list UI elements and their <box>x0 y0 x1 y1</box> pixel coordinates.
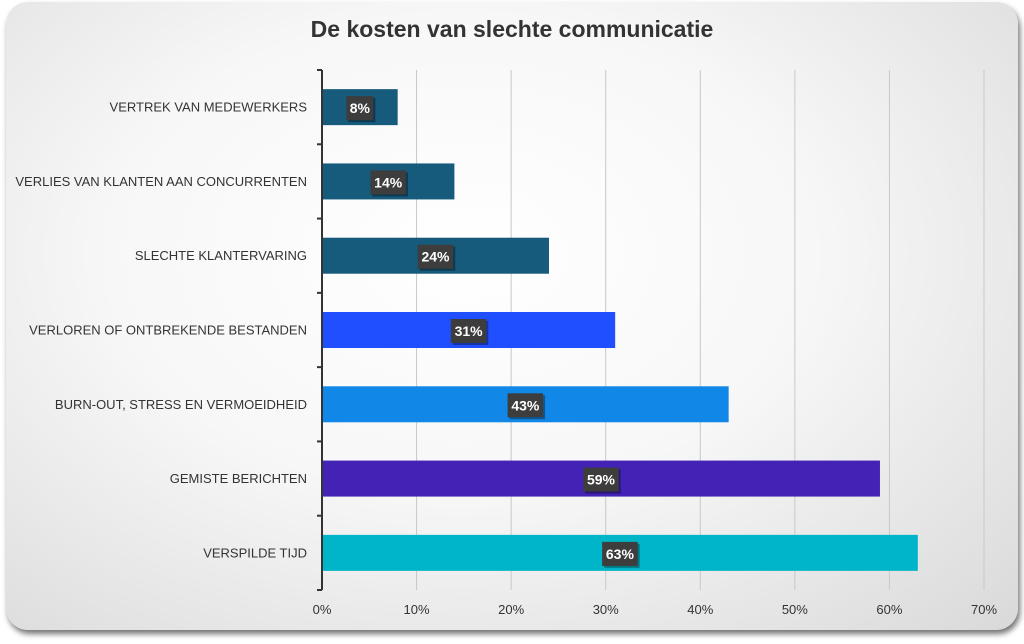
data-label-box <box>450 319 487 343</box>
category-labels: VERTREK VAN MEDEWERKERS VERLIES VAN KLANT… <box>15 100 307 561</box>
category-label: SLECHTE KLANTERVARING <box>135 248 307 263</box>
data-label: 59% <box>587 472 616 488</box>
data-label-box <box>346 96 374 121</box>
category-label: VERSPILDE TIJD <box>203 545 307 560</box>
data-label-box <box>583 467 619 492</box>
category-label: BURN-OUT, STRESS EN VERMOEIDHEID <box>55 397 307 412</box>
data-label: 31% <box>455 323 484 339</box>
bars <box>323 89 918 571</box>
data-label-box <box>507 393 544 418</box>
x-tick-label: 40% <box>687 602 713 617</box>
chart-title: De kosten van slechte communicatie <box>310 16 714 42</box>
data-label: 24% <box>421 249 450 265</box>
data-label-box <box>602 541 638 566</box>
data-labels: 8% 14% 24% 31% 43% 59% 63% <box>346 96 640 568</box>
data-label: 43% <box>511 397 540 413</box>
data-label: 63% <box>606 546 635 562</box>
x-tick-label: 20% <box>498 602 524 617</box>
x-tick-label: 10% <box>404 602 430 617</box>
x-tick-label: 0% <box>313 602 332 617</box>
x-tick-label: 50% <box>782 602 808 617</box>
data-label: 14% <box>374 174 403 190</box>
data-label-box <box>370 170 406 195</box>
data-label-box <box>417 244 454 269</box>
x-tick-labels: 0% 10% 20% 30% 40% 50% 60% 70% <box>313 602 998 617</box>
x-tick-label: 70% <box>971 602 997 617</box>
x-tick-label: 30% <box>593 602 619 617</box>
category-label: VERLOREN OF ONTBREKENDE BESTANDEN <box>29 323 307 338</box>
x-tick-label: 60% <box>876 602 902 617</box>
category-label: VERTREK VAN MEDEWERKERS <box>110 100 308 115</box>
category-label: VERLIES VAN KLANTEN AAN CONCURRENTEN <box>15 174 307 189</box>
category-label: GEMISTE BERICHTEN <box>170 471 307 486</box>
y-axis <box>317 69 323 591</box>
data-label: 8% <box>350 100 371 116</box>
